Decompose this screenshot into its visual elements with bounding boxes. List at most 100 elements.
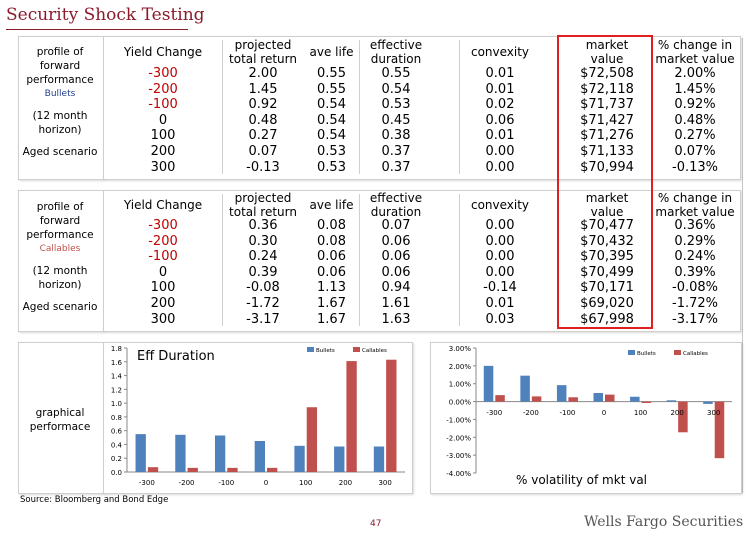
header-projected: total return — [229, 52, 297, 66]
bar-callables — [306, 407, 318, 472]
graphical-label: graphical performace — [18, 406, 102, 434]
ave-life-cell: 0.55 — [317, 81, 346, 97]
pct-change-cell: 0.36% — [674, 218, 716, 233]
y-tick-label: 0.8 — [111, 414, 122, 422]
total-return-cell: -0.08 — [246, 280, 280, 296]
bar-bullets — [373, 446, 385, 472]
market-value-cell: $67,998 — [580, 311, 634, 327]
header-effective: duration — [370, 52, 422, 66]
convexity-cell: 0.02 — [485, 97, 515, 113]
market-value-cell: $72,118 — [580, 81, 634, 97]
bullets-profile-box — [18, 36, 104, 180]
bullets-table: Yield Change projected total return ave … — [103, 36, 739, 178]
header-market-value: market — [585, 191, 629, 205]
callables-profile-label: profile of forward performance Callables… — [18, 200, 102, 314]
y-tick-label: 1.6 — [111, 359, 123, 367]
header-market-value: market — [585, 38, 629, 52]
yield-change-cell: 200 — [150, 144, 176, 159]
graphical-label-line: graphical — [35, 407, 85, 419]
ave-life-cell: 0.53 — [317, 144, 346, 159]
bar-bullets — [593, 393, 603, 402]
ave-life-cell: 1.67 — [317, 311, 346, 327]
header-pct-change: market value — [655, 52, 735, 66]
callables-table: Yield Change projected total return ave … — [103, 190, 739, 330]
eff-duration-cell: 0.37 — [381, 144, 411, 159]
header-projected: projected — [234, 191, 292, 205]
header-ave-life: ave life — [309, 198, 354, 212]
ave-life-cell: 1.67 — [317, 296, 346, 311]
ave-life-cell: 0.54 — [317, 128, 346, 144]
bar-bullets — [135, 434, 146, 472]
profile-label-line: performance — [26, 74, 94, 86]
header-market-value: value — [590, 205, 624, 219]
yield-change-cell: 0 — [158, 112, 168, 128]
total-return-cell: 0.92 — [248, 97, 278, 113]
bar-callables — [267, 467, 278, 472]
legend-label: Bullets — [637, 351, 656, 357]
market-value-cell: $71,737 — [580, 97, 634, 113]
total-return-cell: 0.24 — [248, 249, 278, 265]
total-return-cell: 0.30 — [248, 233, 278, 249]
eff-duration-cell: 0.55 — [381, 66, 411, 81]
column-divider — [222, 40, 223, 174]
total-return-cell: -1.72 — [246, 296, 280, 311]
y-tick-label: 0.6 — [111, 428, 123, 436]
y-tick-label: 1.00% — [449, 381, 472, 389]
page-title: Security Shock Testing — [6, 5, 205, 25]
source-note: Source: Bloomberg and Bond Edge — [20, 495, 169, 505]
pct-change-cell: 0.48% — [674, 112, 716, 128]
x-tick-label: -100 — [559, 409, 575, 417]
bar-callables — [187, 467, 198, 472]
y-tick-label: 0.4 — [111, 441, 123, 449]
eff-duration-cell: 0.94 — [381, 280, 411, 296]
y-tick-label: 0.0 — [111, 469, 122, 477]
bar-callables — [678, 401, 688, 433]
ave-life-cell: 0.06 — [317, 249, 346, 265]
pct-change-cell: 0.27% — [674, 128, 716, 144]
bar-callables — [227, 467, 238, 472]
eff-duration-cell: 0.37 — [381, 159, 411, 175]
profile-label-line: forward — [39, 215, 81, 227]
pct-change-cell: 2.00% — [674, 66, 716, 81]
legend-label: Callables — [683, 351, 708, 357]
y-tick-label: 1.2 — [111, 386, 122, 394]
column-divider — [359, 194, 360, 326]
yield-change-cell: 200 — [150, 296, 176, 311]
y-tick-label: 2.00% — [449, 363, 472, 371]
bar-bullets — [630, 396, 640, 402]
legend-swatch — [307, 347, 314, 352]
total-return-cell: 0.48 — [248, 112, 278, 128]
ave-life-cell: 0.54 — [317, 112, 346, 128]
total-return-cell: -0.13 — [246, 159, 280, 175]
yield-change-cell: 0 — [158, 264, 168, 280]
x-tick-label: -300 — [139, 479, 155, 487]
x-tick-label: 200 — [670, 409, 683, 417]
convexity-cell: 0.00 — [485, 159, 515, 175]
volatility-chart: -4.00% -3.00% -2.00% -1.00% 0.00% 1.00% 2.00% 3… — [446, 345, 732, 487]
right-divider — [742, 38, 743, 493]
column-divider — [222, 194, 223, 326]
eff-duration-cell: 0.06 — [381, 264, 411, 280]
page-number: 47 — [370, 519, 382, 529]
ave-life-cell: 0.55 — [317, 66, 346, 81]
bullets-table-frame — [103, 36, 741, 180]
y-tick-label: -2.00% — [446, 434, 471, 442]
bar-bullets — [175, 434, 186, 472]
eff-duration-cell: 0.06 — [381, 249, 411, 265]
bar-bullets — [520, 375, 530, 402]
bar-callables — [568, 397, 578, 402]
eff-duration-chart: 0.0 0.2 0.4 0.6 0.8 1.0 1.2 1.4 1.6 1.8 -300 -200 -1… — [111, 345, 405, 487]
eff-duration-cell: 0.38 — [381, 128, 411, 144]
header-effective: effective — [369, 191, 423, 205]
x-tick-label: -200 — [179, 479, 195, 487]
legend-label: Callables — [362, 348, 387, 354]
convexity-cell: 0.00 — [485, 249, 515, 265]
x-tick-label: 300 — [707, 409, 720, 417]
market-value-cell: $70,499 — [580, 264, 634, 280]
pct-change-cell: -0.13% — [672, 159, 718, 175]
profile-label-line: profile of — [36, 201, 84, 213]
convexity-cell: 0.00 — [485, 264, 515, 280]
ave-life-cell: 0.53 — [317, 159, 346, 175]
y-tick-label: 0.2 — [111, 455, 122, 463]
market-value-cell: $70,477 — [580, 218, 634, 233]
